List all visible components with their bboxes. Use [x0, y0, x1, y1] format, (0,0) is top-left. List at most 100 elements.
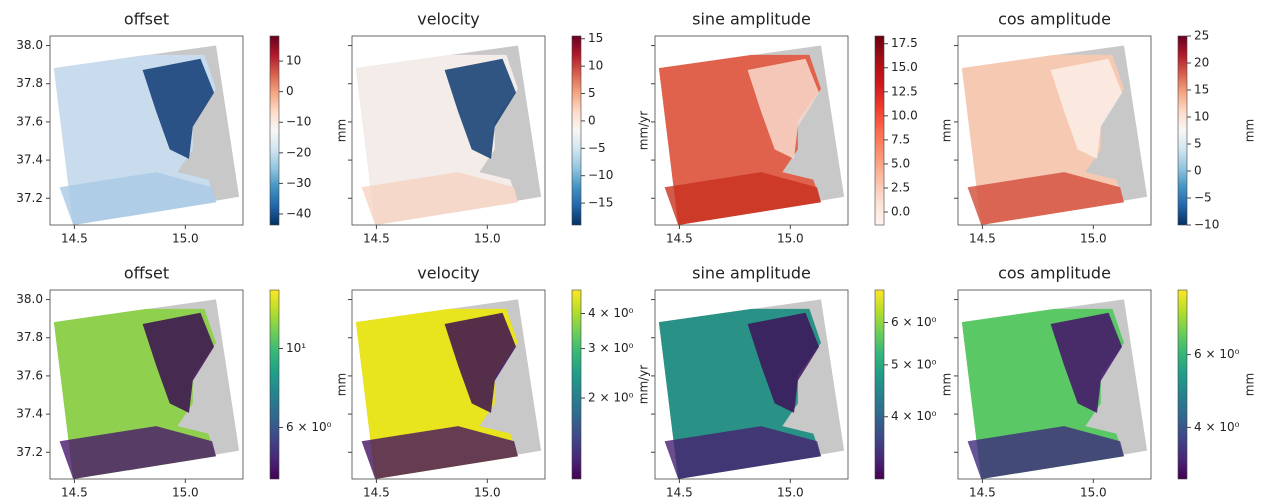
colorbar-tick-label: 15	[588, 31, 603, 45]
panel-title: sine amplitude	[692, 10, 811, 29]
y-tick-label: 37.6	[16, 368, 43, 382]
x-tick-label: 14.5	[969, 486, 996, 500]
colorbar-tick-label: 12.5	[891, 84, 918, 98]
x-tick-label: 14.5	[666, 486, 693, 500]
map-region	[142, 58, 214, 159]
panel-title: velocity	[417, 264, 480, 283]
colorbar-tick-label: 2.5	[891, 180, 910, 194]
colorbar-tick-label: 6 × 10⁰	[286, 420, 332, 434]
colorbar-tick-label: −20	[286, 145, 311, 159]
colorbar-label: mm	[940, 119, 954, 142]
colorbar-tick-label: 10.0	[891, 108, 918, 122]
colorbar	[571, 35, 582, 226]
colorbar	[1177, 35, 1188, 226]
colorbar-label: mm	[1243, 373, 1257, 396]
colorbar-tick-label: 17.5	[891, 36, 918, 50]
colorbar-tick-label: 25	[1194, 29, 1209, 43]
colorbar-tick-label: −30	[286, 176, 311, 190]
colorbar-tick-label: 0	[286, 84, 294, 98]
colorbar-tick-label: −40	[286, 206, 311, 220]
colorbar-tick-label: 10	[1194, 110, 1209, 124]
panel-title: cos amplitude	[998, 10, 1111, 29]
colorbar-tick-label: 0	[1194, 164, 1202, 178]
panel: sine amplitude 14.5 15.0 6 × 10⁰ 5 × 10⁰ 4 × …	[651, 264, 954, 500]
map-region	[361, 426, 518, 479]
colorbar	[1177, 289, 1188, 480]
x-tick-label: 14.5	[61, 232, 88, 246]
colorbar-label: mm	[335, 373, 349, 396]
colorbar-tick-label: 5	[588, 86, 596, 100]
plot-frame	[654, 35, 849, 226]
panel-title: offset	[124, 10, 169, 29]
colorbar-tick-label: −15	[588, 196, 613, 210]
map-region	[967, 172, 1124, 225]
y-tick-label: 37.2	[16, 445, 43, 459]
plot-frame	[49, 289, 244, 480]
y-tick-label: 37.4	[16, 407, 43, 421]
y-tick-label: 38.0	[16, 292, 43, 306]
colorbar-tick-label: 2 × 10⁰	[588, 391, 634, 405]
colorbar-tick-label: 6 × 10⁰	[891, 315, 937, 329]
panel: sine amplitude 14.5 15.0 0.0 2.5 5.0 7.5 10.0 12…	[651, 10, 954, 246]
colorbar-label: mm/yr	[637, 111, 651, 151]
plot-frame	[351, 35, 546, 226]
map-region	[747, 58, 819, 159]
plot-frame	[49, 35, 244, 226]
panel: cos amplitude 14.5 15.0 25 20 15 10 5 0 −5 −10 mm	[954, 10, 1257, 246]
colorbar-tick-label: 5	[1194, 137, 1202, 151]
panel-title: cos amplitude	[998, 264, 1111, 283]
panel: offset 14.5 15.0 37.2 37.4 37.6 37.8 38.0 10 0 −10…	[16, 10, 348, 246]
colorbar-label: mm	[1243, 119, 1257, 142]
colorbar-tick-label: −10	[286, 115, 311, 129]
x-tick-label: 15.0	[172, 486, 199, 500]
map-region	[142, 312, 214, 413]
y-tick-label: 37.4	[16, 153, 43, 167]
map-region	[59, 172, 216, 225]
map-region	[747, 312, 819, 413]
x-tick-label: 15.0	[1080, 232, 1107, 246]
x-tick-label: 15.0	[474, 486, 501, 500]
colorbar-tick-label: 3 × 10⁰	[588, 341, 634, 355]
panel: velocity 14.5 15.0 15 10 5 0 −5 −10 −15 mm/yr	[348, 10, 651, 246]
y-tick-label: 37.2	[16, 191, 43, 205]
map-region	[967, 426, 1124, 479]
colorbar-tick-label: 4 × 10⁰	[1194, 420, 1240, 434]
x-tick-label: 14.5	[363, 232, 390, 246]
x-tick-label: 15.0	[777, 486, 804, 500]
panel-title: sine amplitude	[692, 264, 811, 283]
panel: offset 14.5 15.0 37.2 37.4 37.6 37.8 38.0 10¹ 6 ×…	[16, 264, 348, 500]
colorbar	[874, 35, 885, 226]
map-region	[59, 426, 216, 479]
colorbar-tick-label: 15	[1194, 83, 1209, 97]
colorbar-tick-label: −5	[588, 141, 606, 155]
colorbar-tick-label: 6 × 10⁰	[1194, 347, 1240, 361]
colorbar-tick-label: 7.5	[891, 132, 910, 146]
colorbar	[874, 289, 885, 480]
panel: velocity 14.5 15.0 4 × 10⁰ 3 × 10⁰ 2 × 10⁰ mm/…	[348, 264, 651, 500]
colorbar-label: mm	[940, 373, 954, 396]
map-region	[1050, 58, 1122, 159]
x-tick-label: 14.5	[666, 232, 693, 246]
colorbar-tick-label: −10	[1194, 218, 1219, 232]
plot-frame	[351, 289, 546, 480]
map-region	[361, 172, 518, 225]
x-tick-label: 15.0	[1080, 486, 1107, 500]
panel: cos amplitude 14.5 15.0 6 × 10⁰ 4 × 10⁰ mm	[954, 264, 1257, 500]
colorbar	[571, 289, 582, 480]
colorbar-tick-label: 10¹	[286, 341, 306, 355]
y-tick-label: 37.8	[16, 330, 43, 344]
plot-frame	[957, 35, 1152, 226]
colorbar	[269, 35, 280, 226]
map-region	[444, 312, 516, 413]
colorbar-tick-label: −10	[588, 168, 613, 182]
map-region	[664, 426, 821, 479]
colorbar-tick-label: 10	[286, 54, 301, 68]
x-tick-label: 15.0	[474, 232, 501, 246]
colorbar-tick-label: 4 × 10⁰	[891, 409, 937, 423]
colorbar-label: mm	[335, 119, 349, 142]
plot-frame	[654, 289, 849, 480]
panel-title: offset	[124, 264, 169, 283]
x-tick-label: 14.5	[969, 232, 996, 246]
y-tick-label: 38.0	[16, 38, 43, 52]
